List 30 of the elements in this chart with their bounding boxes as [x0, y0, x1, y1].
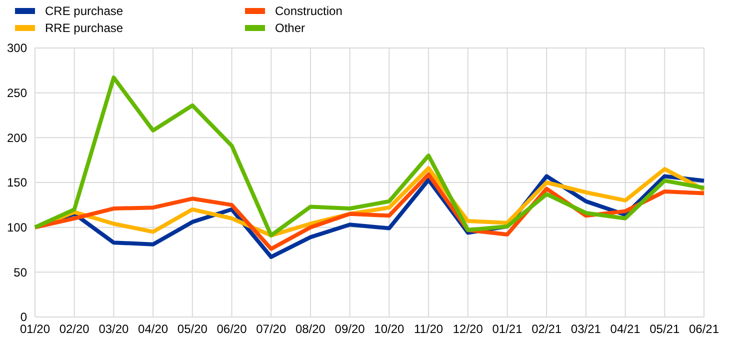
x-tick-label: 10/20	[374, 322, 405, 336]
x-tick-label: 03/21	[570, 322, 602, 336]
x-tick-label: 09/20	[334, 322, 366, 336]
y-tick-label: 250	[6, 86, 28, 100]
x-tick-label: 02/20	[59, 322, 90, 336]
x-tick-label: 08/20	[295, 322, 326, 336]
y-tick-label: 0	[20, 310, 28, 324]
x-tick-label: 04/21	[610, 322, 641, 336]
x-tick-label: 01/21	[492, 322, 523, 336]
x-tick-label: 03/20	[98, 322, 130, 336]
legend-label: Construction	[275, 4, 342, 18]
x-tick-label: 04/20	[138, 322, 168, 336]
y-tick-label: 50	[14, 265, 28, 280]
y-tick-label: 150	[6, 176, 28, 190]
legend-label: RRE purchase	[45, 21, 124, 36]
legend-label: Other	[275, 21, 306, 36]
x-tick-label: 02/21	[532, 322, 562, 336]
y-tick-label: 100	[6, 220, 28, 235]
legend-label: CRE purchase	[45, 4, 124, 18]
x-tick-label: 01/20	[20, 322, 50, 336]
x-tick-label: 06/21	[688, 322, 720, 336]
x-tick-label: 07/20	[256, 322, 286, 336]
y-tick-label: 200	[6, 130, 28, 145]
x-tick-label: 05/21	[650, 322, 680, 336]
y-tick-label: 300	[6, 41, 28, 56]
x-tick-label: 11/20	[414, 322, 444, 336]
x-tick-label: 05/20	[177, 322, 208, 336]
x-tick-label: 06/20	[216, 322, 248, 336]
x-tick-label: 12/20	[452, 322, 484, 336]
line-series	[33, 76, 706, 238]
